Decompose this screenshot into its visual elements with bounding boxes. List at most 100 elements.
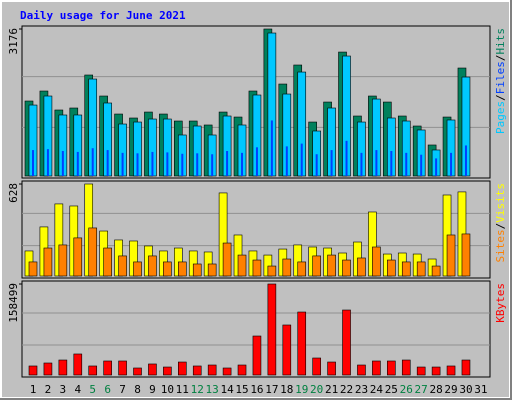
bar <box>401 261 411 277</box>
x-tick-label: 13 <box>206 383 219 396</box>
bar <box>416 366 426 376</box>
bar <box>148 255 157 277</box>
bar <box>387 259 396 277</box>
bar <box>405 152 408 176</box>
bar <box>43 247 53 277</box>
bar <box>270 120 273 176</box>
bar <box>267 283 277 376</box>
bar <box>420 154 423 176</box>
bar <box>375 150 378 176</box>
x-tick-label: 20 <box>310 383 323 396</box>
bar <box>58 244 68 277</box>
bar <box>390 151 393 176</box>
x-tick-label: 8 <box>134 383 141 396</box>
bar <box>73 237 83 277</box>
bar <box>222 242 232 277</box>
legend-entry: Visits <box>494 183 507 223</box>
x-tick-label: 29 <box>444 383 457 396</box>
legend-entry: KBytes <box>494 283 507 323</box>
bar <box>73 353 83 376</box>
bar <box>32 150 34 176</box>
x-tick-label: 9 <box>149 383 156 396</box>
bar <box>252 335 262 376</box>
bar <box>91 148 94 176</box>
bar <box>151 151 154 176</box>
bar <box>43 362 53 376</box>
bar <box>327 361 336 376</box>
bar <box>252 259 262 277</box>
x-tick-label: 6 <box>104 383 111 396</box>
bar <box>237 364 247 376</box>
bar <box>401 359 411 376</box>
legend: KBytes <box>494 283 507 323</box>
bar <box>360 152 363 176</box>
x-tick-label: 17 <box>265 383 278 396</box>
bar <box>342 309 351 376</box>
bar <box>297 311 307 376</box>
bar <box>372 246 381 277</box>
bar <box>181 153 184 176</box>
bar <box>461 359 471 376</box>
bar <box>103 247 112 277</box>
x-tick-label: 31 <box>474 383 487 396</box>
x-tick-label: 7 <box>119 383 126 396</box>
bar <box>207 364 217 376</box>
bar <box>431 366 441 376</box>
bar <box>435 158 438 176</box>
bar <box>28 261 38 277</box>
bar <box>285 146 288 176</box>
x-tick-label: 26 <box>400 383 413 396</box>
x-tick-label: 5 <box>89 383 96 396</box>
bar <box>121 152 124 176</box>
bar <box>312 255 321 277</box>
y-tick-label: 3176 <box>7 28 20 55</box>
x-tick-label: 22 <box>340 383 353 396</box>
bar <box>300 143 303 176</box>
bar <box>446 234 456 277</box>
legend-separator: / <box>494 55 507 62</box>
bar <box>103 360 112 376</box>
bar <box>133 367 142 376</box>
x-tick-label: 2 <box>45 383 52 396</box>
bar <box>28 365 38 376</box>
bar <box>297 261 307 277</box>
x-tick-label: 14 <box>220 383 234 396</box>
bar <box>464 145 467 176</box>
bar <box>357 257 366 277</box>
bar <box>76 151 79 176</box>
bar <box>372 360 381 376</box>
bar <box>255 147 258 176</box>
legend-entry: Sites <box>494 229 507 262</box>
bar <box>88 227 98 277</box>
x-tick-label: 28 <box>429 383 442 396</box>
x-tick-label: 25 <box>385 383 398 396</box>
bar <box>46 149 49 176</box>
bar <box>88 365 98 376</box>
bar <box>106 150 109 176</box>
bar <box>267 265 277 277</box>
chart-title: Daily usage for June 2021 <box>20 9 186 22</box>
x-tick-label: 10 <box>161 383 174 396</box>
x-tick-label: 18 <box>280 383 293 396</box>
bar <box>450 152 453 176</box>
bar <box>163 366 172 376</box>
bar <box>192 263 202 277</box>
x-tick-label: 24 <box>370 383 384 396</box>
bar <box>431 265 441 277</box>
x-tick-label: 15 <box>235 383 248 396</box>
bar <box>330 150 333 176</box>
x-tick-label: 4 <box>74 383 81 396</box>
bar <box>136 153 139 176</box>
x-tick-label: 30 <box>459 383 472 396</box>
x-tick-label: 3 <box>60 383 67 396</box>
bar <box>118 255 127 277</box>
bar <box>118 360 127 376</box>
legend-separator: / <box>494 223 507 230</box>
bar <box>178 261 187 277</box>
legend: Sites/Visits <box>494 183 507 263</box>
bar <box>327 254 336 277</box>
y-tick-label: 628 <box>7 183 20 203</box>
bar <box>207 263 217 277</box>
x-tick-label: 1 <box>30 383 37 396</box>
